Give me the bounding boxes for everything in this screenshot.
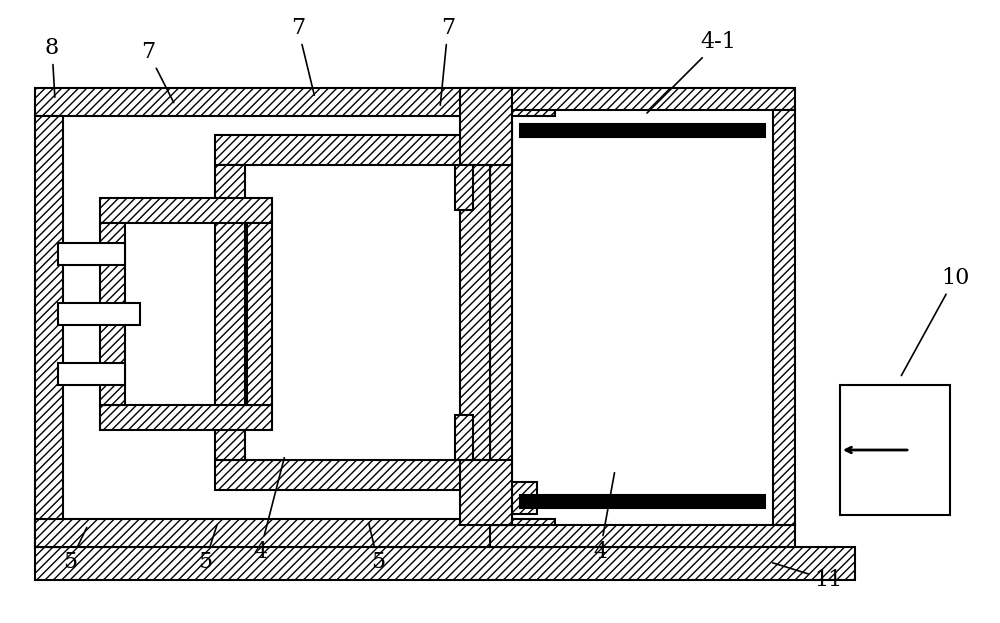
Bar	[35, 519, 555, 547]
Bar	[520, 124, 765, 137]
Bar	[215, 165, 245, 460]
Bar	[512, 482, 537, 514]
Bar	[460, 165, 490, 460]
Bar	[215, 460, 490, 490]
Text: 5: 5	[63, 528, 87, 573]
Text: 7: 7	[141, 41, 174, 103]
Bar	[460, 88, 512, 165]
Bar	[58, 363, 125, 385]
Text: 5: 5	[198, 525, 217, 573]
Bar	[35, 88, 555, 116]
Bar	[455, 415, 473, 460]
Bar	[215, 135, 490, 165]
Bar	[490, 88, 795, 110]
Text: 8: 8	[45, 37, 59, 97]
Bar	[100, 223, 125, 405]
Bar	[840, 385, 950, 515]
Bar	[460, 460, 512, 525]
Text: 7: 7	[440, 17, 455, 105]
Text: 4-1: 4-1	[647, 31, 736, 113]
Bar	[58, 243, 125, 265]
Bar	[455, 165, 473, 210]
Text: 4: 4	[593, 473, 615, 563]
Bar	[35, 547, 855, 580]
Bar	[773, 110, 795, 525]
Text: 7: 7	[291, 17, 314, 95]
Bar	[520, 495, 765, 508]
Bar	[35, 116, 63, 547]
Text: 4: 4	[253, 458, 284, 563]
Bar	[490, 110, 512, 525]
Text: 5: 5	[369, 523, 385, 573]
Bar	[100, 198, 272, 223]
Bar	[58, 303, 140, 325]
Bar	[490, 525, 795, 547]
Text: 10: 10	[901, 267, 969, 376]
Bar	[247, 223, 272, 405]
Text: 11: 11	[773, 563, 842, 591]
Bar	[100, 405, 272, 430]
